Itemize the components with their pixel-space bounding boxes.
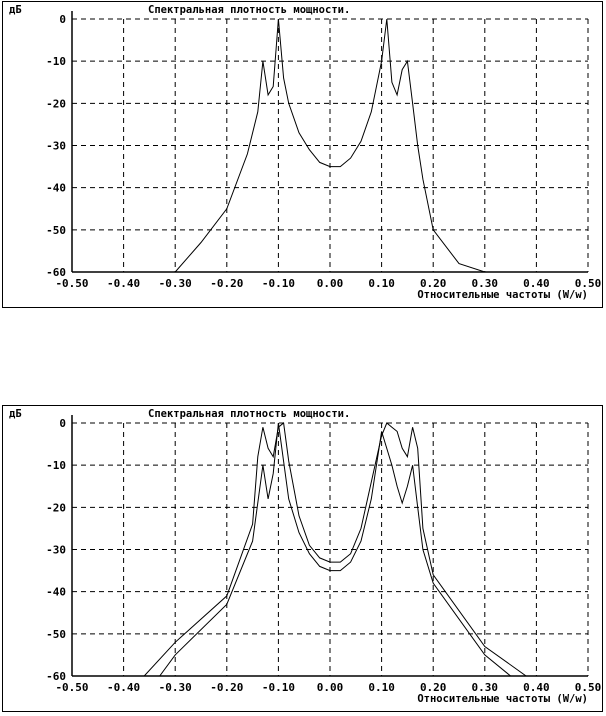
y-axis-label: дБ — [9, 4, 22, 16]
x-tick-label: -0.30 — [159, 277, 192, 290]
x-tick-label: -0.40 — [107, 681, 140, 694]
x-tick-label: -0.10 — [262, 681, 295, 694]
x-axis-label: Относительные частоты (W/w) — [417, 693, 588, 705]
x-tick-label: -0.40 — [107, 277, 140, 290]
y-tick-label: -30 — [46, 140, 66, 153]
chart-title: Спектральная плотность мощности. — [148, 4, 350, 16]
spectrum-chart-top: Спектральная плотность мощности. дБ 0 -10 -2… — [9, 4, 602, 301]
spectrum-chart-bottom: Спектральная плотность мощности. дБ 0 -10 -2… — [9, 408, 602, 705]
series-line-1 — [72, 18, 588, 273]
y-tick-label: 0 — [59, 13, 66, 26]
y-tick-label: -50 — [46, 628, 66, 641]
x-tick-label: -0.20 — [210, 277, 243, 290]
y-tick-label: -40 — [46, 182, 66, 195]
x-tick-label: -0.50 — [55, 681, 88, 694]
y-tick-label: -60 — [46, 266, 66, 279]
x-tick-label: 0.50 — [575, 277, 602, 290]
y-tick-label: -60 — [46, 670, 66, 683]
x-tick-label: 0.20 — [420, 277, 447, 290]
x-tick-label: 0.00 — [317, 681, 344, 694]
y-tick-label: -10 — [46, 459, 66, 472]
series-line-1 — [72, 422, 588, 677]
y-tick-label: -20 — [46, 97, 66, 110]
x-tick-label: 0.30 — [472, 681, 499, 694]
y-tick-label: -50 — [46, 224, 66, 237]
x-tick-label: -0.50 — [55, 277, 88, 290]
series-line-2 — [72, 422, 588, 677]
chart-title: Спектральная плотность мощности. — [148, 408, 350, 420]
y-tick-label: -30 — [46, 544, 66, 557]
x-tick-label: -0.30 — [159, 681, 192, 694]
x-tick-label: 0.30 — [472, 277, 499, 290]
y-tick-label: -10 — [46, 55, 66, 68]
y-tick-label: -40 — [46, 586, 66, 599]
y-axis-label: дБ — [9, 408, 22, 420]
x-tick-label: -0.10 — [262, 277, 295, 290]
chart-panel-bottom: Спектральная плотность мощности. дБ 0 -10 -2… — [2, 405, 603, 712]
x-tick-label: 0.00 — [317, 277, 344, 290]
chart-panel-top: Спектральная плотность мощности. дБ 0 -10 -2… — [2, 1, 603, 308]
x-axis-label: Относительные частоты (W/w) — [417, 289, 588, 301]
x-tick-label: 0.50 — [575, 681, 602, 694]
x-tick-label: 0.40 — [523, 681, 550, 694]
x-tick-label: 0.20 — [420, 681, 447, 694]
y-tick-label: -20 — [46, 501, 66, 514]
x-tick-label: 0.40 — [523, 277, 550, 290]
x-tick-label: 0.10 — [368, 277, 395, 290]
x-tick-label: -0.20 — [210, 681, 243, 694]
x-tick-label: 0.10 — [368, 681, 395, 694]
y-tick-label: 0 — [59, 417, 66, 430]
